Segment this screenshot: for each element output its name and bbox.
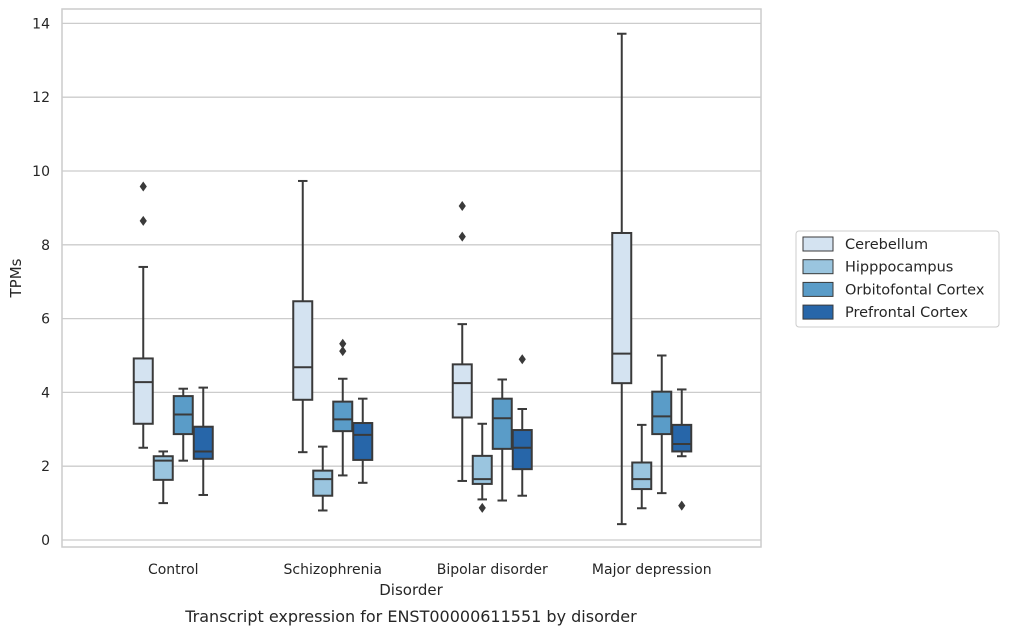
box bbox=[292, 300, 314, 401]
legend-swatch bbox=[802, 236, 834, 252]
box bbox=[352, 422, 374, 461]
legend-frame bbox=[795, 230, 1000, 328]
outlier-point bbox=[518, 354, 526, 365]
y-tick-label: 10 bbox=[32, 164, 50, 180]
box-group bbox=[192, 386, 214, 496]
box-group bbox=[312, 445, 334, 512]
box bbox=[332, 400, 354, 433]
outlier-point bbox=[139, 181, 147, 192]
box-group bbox=[132, 181, 154, 449]
outlier-point bbox=[339, 338, 347, 349]
y-tick-label: 2 bbox=[41, 459, 50, 475]
box bbox=[132, 357, 154, 425]
grid-lines bbox=[62, 22, 761, 541]
x-axis-title: Disorder bbox=[379, 581, 443, 599]
y-tick-label: 12 bbox=[32, 90, 50, 106]
box bbox=[511, 429, 533, 471]
boxes bbox=[132, 32, 693, 526]
box-group bbox=[651, 354, 673, 495]
box bbox=[631, 461, 653, 491]
legend-label: Prefrontal Cortex bbox=[845, 305, 968, 321]
box-group bbox=[292, 179, 314, 454]
box bbox=[451, 363, 473, 419]
x-tick-label: Major depression bbox=[592, 562, 712, 578]
y-axis-title: TPMs bbox=[7, 258, 25, 298]
legend-swatch bbox=[802, 259, 834, 275]
y-tick-label: 4 bbox=[41, 385, 50, 401]
legend: Cerebellum Hipppocampus Orbitofontal Corte… bbox=[795, 230, 1000, 328]
x-tick-label: Control bbox=[148, 562, 199, 578]
y-tick-label: 8 bbox=[41, 238, 50, 254]
box-group bbox=[611, 32, 633, 526]
box-group bbox=[451, 201, 473, 482]
outlier-point bbox=[478, 502, 486, 513]
legend-label: Hipppocampus bbox=[845, 260, 953, 276]
box-group bbox=[631, 423, 653, 510]
box-group bbox=[152, 450, 174, 505]
x-tick-label: Schizophrenia bbox=[284, 562, 382, 578]
box bbox=[611, 231, 633, 385]
legend-swatch bbox=[802, 304, 834, 320]
x-tick-label: Bipolar disorder bbox=[437, 562, 548, 578]
outlier-point bbox=[678, 500, 686, 511]
legend-swatch bbox=[802, 281, 834, 297]
box bbox=[152, 455, 174, 481]
box-group bbox=[511, 354, 533, 497]
box-group bbox=[332, 338, 354, 477]
box bbox=[491, 397, 513, 450]
legend-label: Cerebellum bbox=[845, 237, 928, 253]
outlier-point bbox=[458, 231, 466, 242]
y-tick-label: 14 bbox=[32, 16, 50, 32]
box bbox=[192, 425, 214, 460]
chart-caption: Transcript expression for ENST0000061155… bbox=[184, 607, 637, 626]
x-tick-labels: Control Schizophrenia Bipolar disorder Majo… bbox=[148, 562, 712, 578]
plot-background bbox=[62, 9, 761, 547]
y-tick-label: 6 bbox=[41, 312, 50, 328]
box-group bbox=[671, 388, 693, 511]
box-group bbox=[172, 387, 194, 462]
y-tick-label: 0 bbox=[41, 533, 50, 549]
plot-frame bbox=[61, 8, 762, 548]
outlier-point bbox=[139, 215, 147, 226]
box-group bbox=[471, 422, 493, 513]
box-group bbox=[352, 397, 374, 484]
box bbox=[312, 469, 334, 497]
outlier-point bbox=[458, 201, 466, 212]
y-tick-labels: 0 2 4 6 8 10 12 14 bbox=[32, 16, 50, 549]
box bbox=[671, 423, 693, 453]
box bbox=[471, 454, 493, 485]
box bbox=[651, 390, 673, 436]
box-group bbox=[491, 378, 513, 502]
outlier-point bbox=[339, 346, 347, 357]
legend-label: Orbitofontal Cortex bbox=[845, 282, 985, 298]
